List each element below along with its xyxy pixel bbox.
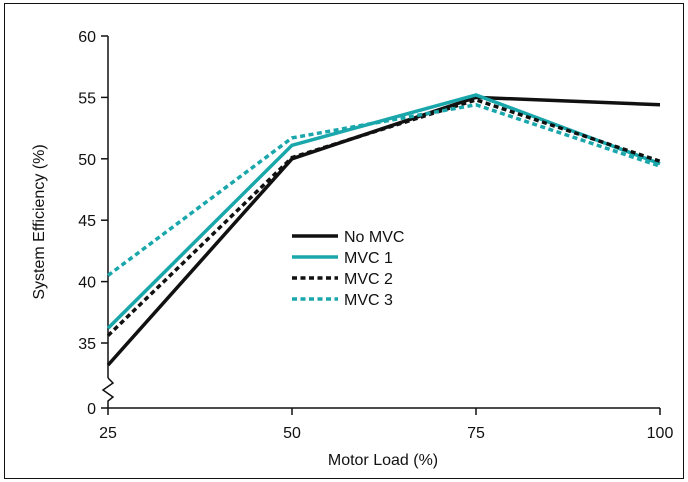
legend: No MVC MVC 1 MVC 2 MVC 3 <box>292 229 404 309</box>
legend-label: No MVC <box>344 229 404 246</box>
chart-frame <box>4 3 684 479</box>
x-ticks: 25 50 75 100 <box>99 408 673 442</box>
y-axis-label: System Efficiency (%) <box>31 144 48 299</box>
y-ticks: 0 35 40 45 50 55 60 <box>78 29 108 418</box>
series-line-mvc-3 <box>106 102 661 277</box>
y-tick-label: 45 <box>78 213 96 230</box>
legend-label: MVC 1 <box>344 250 393 267</box>
y-tick-label: 55 <box>78 90 96 107</box>
x-axis-label: Motor Load (%) <box>328 452 438 469</box>
x-tick-label: 100 <box>647 425 674 442</box>
x-tick-label: 25 <box>99 425 117 442</box>
y-tick-label: 35 <box>78 336 96 353</box>
y-tick-label: 60 <box>78 29 96 46</box>
y-tick-label: 40 <box>78 275 96 292</box>
series-line-mvc-2 <box>106 98 661 337</box>
legend-label: MVC 2 <box>344 271 393 288</box>
y-tick-label: 50 <box>78 152 96 169</box>
y-tick-label: 0 <box>87 401 96 418</box>
y-axis-break-mark <box>101 377 115 408</box>
x-tick-label: 75 <box>467 425 485 442</box>
series-lines <box>106 93 661 367</box>
axes <box>101 36 660 409</box>
x-tick-label: 50 <box>283 425 301 442</box>
legend-label: MVC 3 <box>344 292 393 309</box>
